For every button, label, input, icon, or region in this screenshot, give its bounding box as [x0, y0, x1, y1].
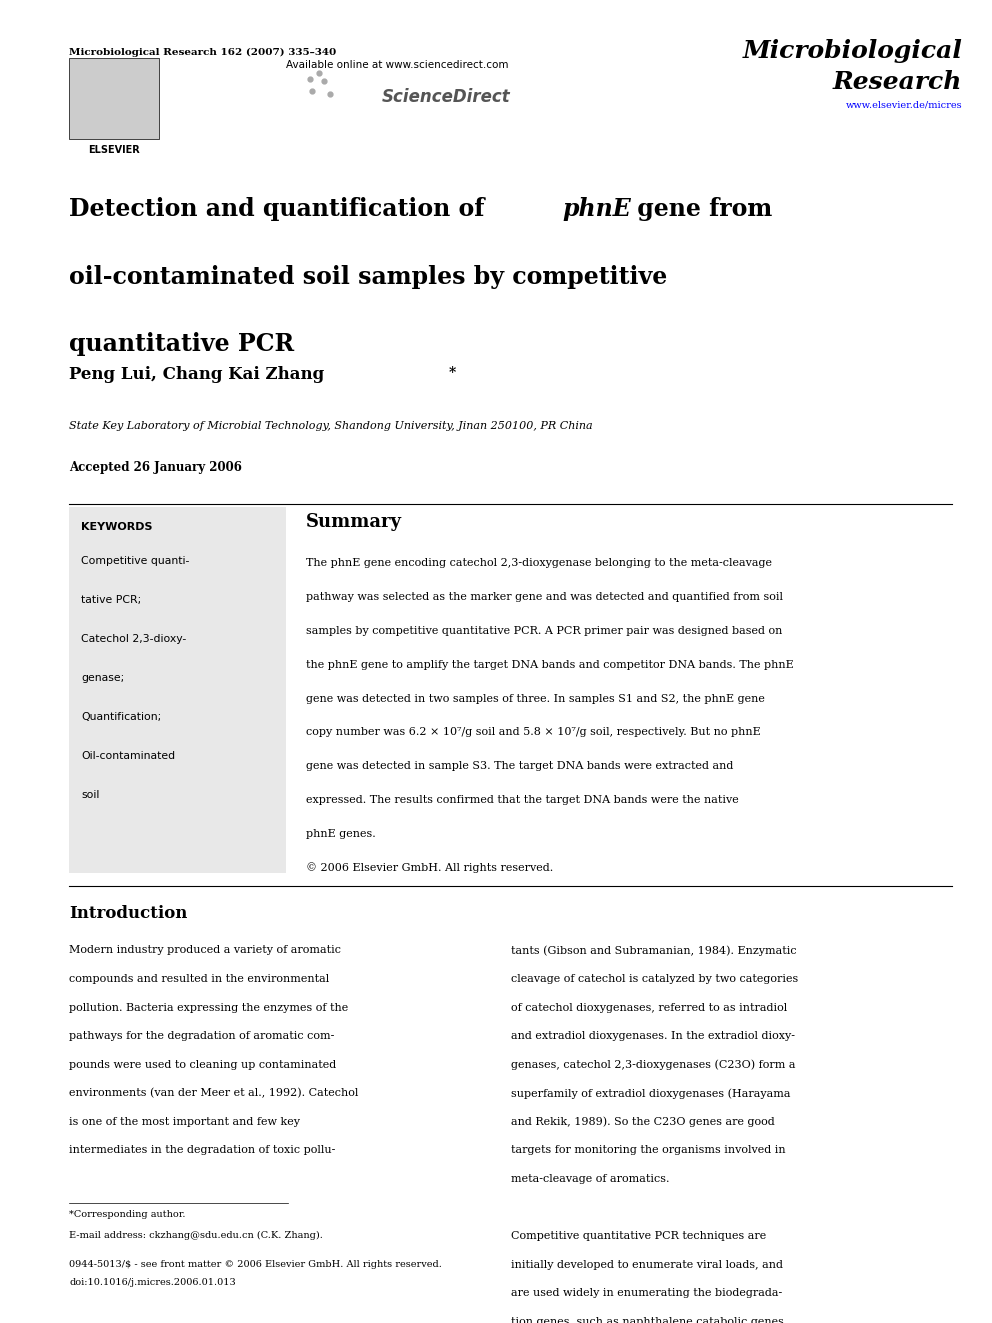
Text: pollution. Bacteria expressing the enzymes of the: pollution. Bacteria expressing the enzym…	[69, 1003, 349, 1012]
Text: genase;: genase;	[81, 673, 125, 683]
Text: Quantification;: Quantification;	[81, 712, 162, 722]
Text: pathway was selected as the marker gene and was detected and quantified from soi: pathway was selected as the marker gene …	[306, 593, 783, 602]
Text: Available online at www.sciencedirect.com: Available online at www.sciencedirect.co…	[286, 60, 508, 70]
Text: cleavage of catechol is catalyzed by two categories: cleavage of catechol is catalyzed by two…	[511, 974, 799, 984]
Text: KEYWORDS: KEYWORDS	[81, 523, 153, 532]
Text: copy number was 6.2 × 10⁷/g soil and 5.8 × 10⁷/g soil, respectively. But no phnE: copy number was 6.2 × 10⁷/g soil and 5.8…	[306, 728, 760, 737]
Text: soil: soil	[81, 790, 100, 799]
Text: targets for monitoring the organisms involved in: targets for monitoring the organisms inv…	[511, 1146, 786, 1155]
Text: of catechol dioxygenases, referred to as intradiol: of catechol dioxygenases, referred to as…	[511, 1003, 787, 1012]
Text: State Key Laboratory of Microbial Technology, Shandong University, Jinan 250100,: State Key Laboratory of Microbial Techno…	[69, 421, 593, 431]
Text: Introduction: Introduction	[69, 905, 187, 922]
Text: is one of the most important and few key: is one of the most important and few key	[69, 1117, 301, 1127]
Text: Oil-contaminated: Oil-contaminated	[81, 750, 176, 761]
Text: Peng Lui, Chang Kai Zhang: Peng Lui, Chang Kai Zhang	[69, 366, 324, 384]
Text: tants (Gibson and Subramanian, 1984). Enzymatic: tants (Gibson and Subramanian, 1984). En…	[511, 946, 797, 957]
Text: meta-cleavage of aromatics.: meta-cleavage of aromatics.	[511, 1174, 670, 1184]
Text: Research: Research	[833, 70, 962, 94]
Text: tion genes, such as naphthalene catabolic genes: tion genes, such as naphthalene cataboli…	[511, 1316, 784, 1323]
Text: Modern industry produced a variety of aromatic: Modern industry produced a variety of ar…	[69, 946, 341, 955]
Text: Microbiological Research 162 (2007) 335–340: Microbiological Research 162 (2007) 335–…	[69, 48, 336, 57]
Text: oil-contaminated soil samples by competitive: oil-contaminated soil samples by competi…	[69, 265, 668, 288]
Text: ScienceDirect: ScienceDirect	[382, 89, 511, 106]
Text: *Corresponding author.: *Corresponding author.	[69, 1211, 186, 1220]
Text: gene was detected in two samples of three. In samples S1 and S2, the phnE gene: gene was detected in two samples of thre…	[306, 693, 765, 704]
Bar	[69, 58, 159, 139]
Text: genases, catechol 2,3-dioxygenases (C23O) form a: genases, catechol 2,3-dioxygenases (C23O…	[511, 1060, 796, 1070]
Text: pounds were used to cleaning up contaminated: pounds were used to cleaning up contamin…	[69, 1060, 336, 1070]
Text: intermediates in the degradation of toxic pollu-: intermediates in the degradation of toxi…	[69, 1146, 336, 1155]
Bar	[69, 507, 286, 873]
Text: Catechol 2,3-dioxy-: Catechol 2,3-dioxy-	[81, 634, 186, 644]
Text: and Rekik, 1989). So the C23O genes are good: and Rekik, 1989). So the C23O genes are …	[511, 1117, 775, 1127]
Text: and extradiol dioxygenases. In the extradiol dioxy-: and extradiol dioxygenases. In the extra…	[511, 1031, 795, 1041]
Text: environments (van der Meer et al., 1992). Catechol: environments (van der Meer et al., 1992)…	[69, 1089, 359, 1098]
Text: expressed. The results confirmed that the target DNA bands were the native: expressed. The results confirmed that th…	[306, 795, 738, 804]
Text: gene from: gene from	[629, 197, 772, 221]
Text: *: *	[448, 366, 455, 380]
Text: www.elsevier.de/micres: www.elsevier.de/micres	[845, 101, 962, 108]
Text: Competitive quantitative PCR techniques are: Competitive quantitative PCR techniques …	[511, 1232, 766, 1241]
Text: Competitive quanti-: Competitive quanti-	[81, 556, 189, 566]
Text: Detection and quantification of: Detection and quantification of	[69, 197, 493, 221]
Text: tative PCR;: tative PCR;	[81, 595, 142, 605]
Text: The phnE gene encoding catechol 2,3-dioxygenase belonging to the meta-cleavage: The phnE gene encoding catechol 2,3-diox…	[306, 558, 772, 569]
Text: pathways for the degradation of aromatic com-: pathways for the degradation of aromatic…	[69, 1031, 335, 1041]
Text: ELSEVIER: ELSEVIER	[88, 146, 140, 156]
Text: Accepted 26 January 2006: Accepted 26 January 2006	[69, 460, 242, 474]
Text: phnE: phnE	[562, 197, 631, 221]
Text: are used widely in enumerating the biodegrada-: are used widely in enumerating the biode…	[511, 1289, 782, 1298]
Text: initially developed to enumerate viral loads, and: initially developed to enumerate viral l…	[511, 1259, 783, 1270]
Text: samples by competitive quantitative PCR. A PCR primer pair was designed based on: samples by competitive quantitative PCR.…	[306, 626, 782, 636]
Text: compounds and resulted in the environmental: compounds and resulted in the environmen…	[69, 974, 329, 984]
Text: gene was detected in sample S3. The target DNA bands were extracted and: gene was detected in sample S3. The targ…	[306, 761, 733, 771]
Text: E-mail address: ckzhang@sdu.edu.cn (C.K. Zhang).: E-mail address: ckzhang@sdu.edu.cn (C.K.…	[69, 1232, 323, 1241]
Text: © 2006 Elsevier GmbH. All rights reserved.: © 2006 Elsevier GmbH. All rights reserve…	[306, 863, 553, 873]
Text: the phnE gene to amplify the target DNA bands and competitor DNA bands. The phnE: the phnE gene to amplify the target DNA …	[306, 660, 794, 669]
Text: doi:10.1016/j.micres.2006.01.013: doi:10.1016/j.micres.2006.01.013	[69, 1278, 236, 1287]
Text: Microbiological: Microbiological	[742, 38, 962, 64]
Text: superfamily of extradiol dioxygenases (Harayama: superfamily of extradiol dioxygenases (H…	[511, 1089, 791, 1099]
Text: phnE genes.: phnE genes.	[306, 828, 375, 839]
Text: Summary: Summary	[306, 513, 402, 531]
Text: 0944-5013/$ - see front matter © 2006 Elsevier GmbH. All rights reserved.: 0944-5013/$ - see front matter © 2006 El…	[69, 1259, 442, 1269]
Text: quantitative PCR: quantitative PCR	[69, 332, 295, 356]
